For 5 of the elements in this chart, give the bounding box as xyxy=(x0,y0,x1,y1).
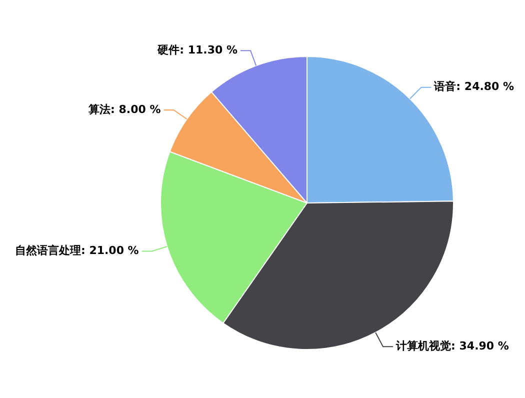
slice-label: 硬件: 11.30 % xyxy=(156,43,238,56)
slice-label: 自然语言处理: 21.00 % xyxy=(14,244,139,258)
slice-label: 语音: 24.80 % xyxy=(433,80,514,94)
slice-label: 计算机视觉: 34.90 % xyxy=(395,339,509,352)
slice-label: 算法: 8.00 % xyxy=(88,102,161,116)
